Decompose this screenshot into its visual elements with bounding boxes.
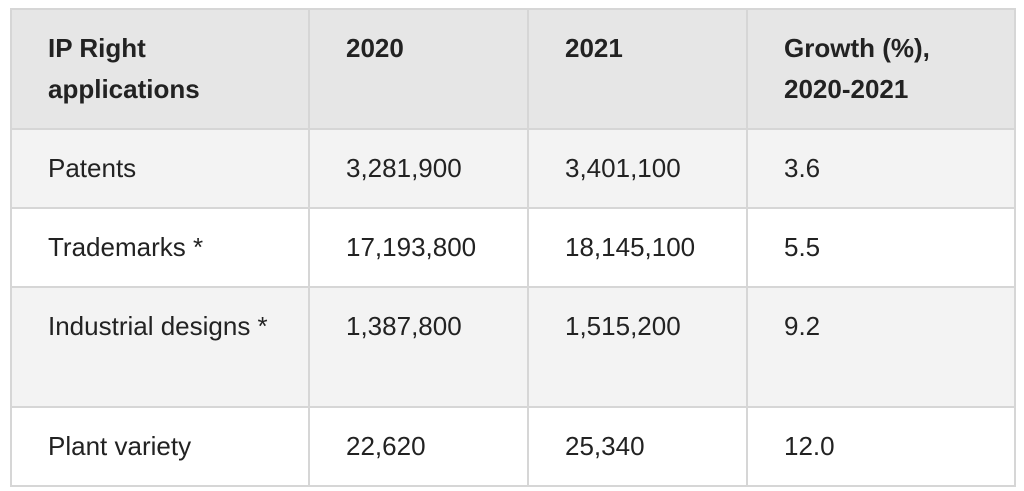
cell-value: 5.5	[746, 207, 1016, 288]
table-header: IP Right applications 2020 2021 Growth (…	[10, 8, 1016, 130]
cell-value: 17,193,800	[308, 207, 529, 288]
header-cell: Growth (%), 2020-2021	[746, 8, 1016, 130]
row-label: Industrial designs *	[10, 286, 310, 408]
table-body: Patents 3,281,900 3,401,100 3.6 Trademarks *…	[10, 128, 1016, 487]
cell-value: 12.0	[746, 406, 1016, 487]
header-cell: 2020	[308, 8, 529, 130]
cell-value: 3.6	[746, 128, 1016, 209]
cell-value: 1,515,200	[527, 286, 748, 408]
cell-value: 3,401,100	[527, 128, 748, 209]
header-row: IP Right applications 2020 2021 Growth (…	[10, 8, 1016, 130]
row-label: Plant variety	[10, 406, 310, 487]
table-row: Patents 3,281,900 3,401,100 3.6	[10, 128, 1016, 209]
header-cell: IP Right applications	[10, 8, 310, 130]
cell-value: 18,145,100	[527, 207, 748, 288]
header-cell: 2021	[527, 8, 748, 130]
table-row: Plant variety 22,620 25,340 12.0	[10, 406, 1016, 487]
table-row: Industrial designs * 1,387,800 1,515,200 9.…	[10, 286, 1016, 408]
cell-value: 25,340	[527, 406, 748, 487]
table-row: Trademarks * 17,193,800 18,145,100 5.5	[10, 207, 1016, 288]
row-label: Patents	[10, 128, 310, 209]
cell-value: 3,281,900	[308, 128, 529, 209]
cell-value: 1,387,800	[308, 286, 529, 408]
row-label: Trademarks *	[10, 207, 310, 288]
cell-value: 22,620	[308, 406, 529, 487]
ip-table: IP Right applications 2020 2021 Growth (…	[10, 8, 1016, 487]
cell-value: 9.2	[746, 286, 1016, 408]
